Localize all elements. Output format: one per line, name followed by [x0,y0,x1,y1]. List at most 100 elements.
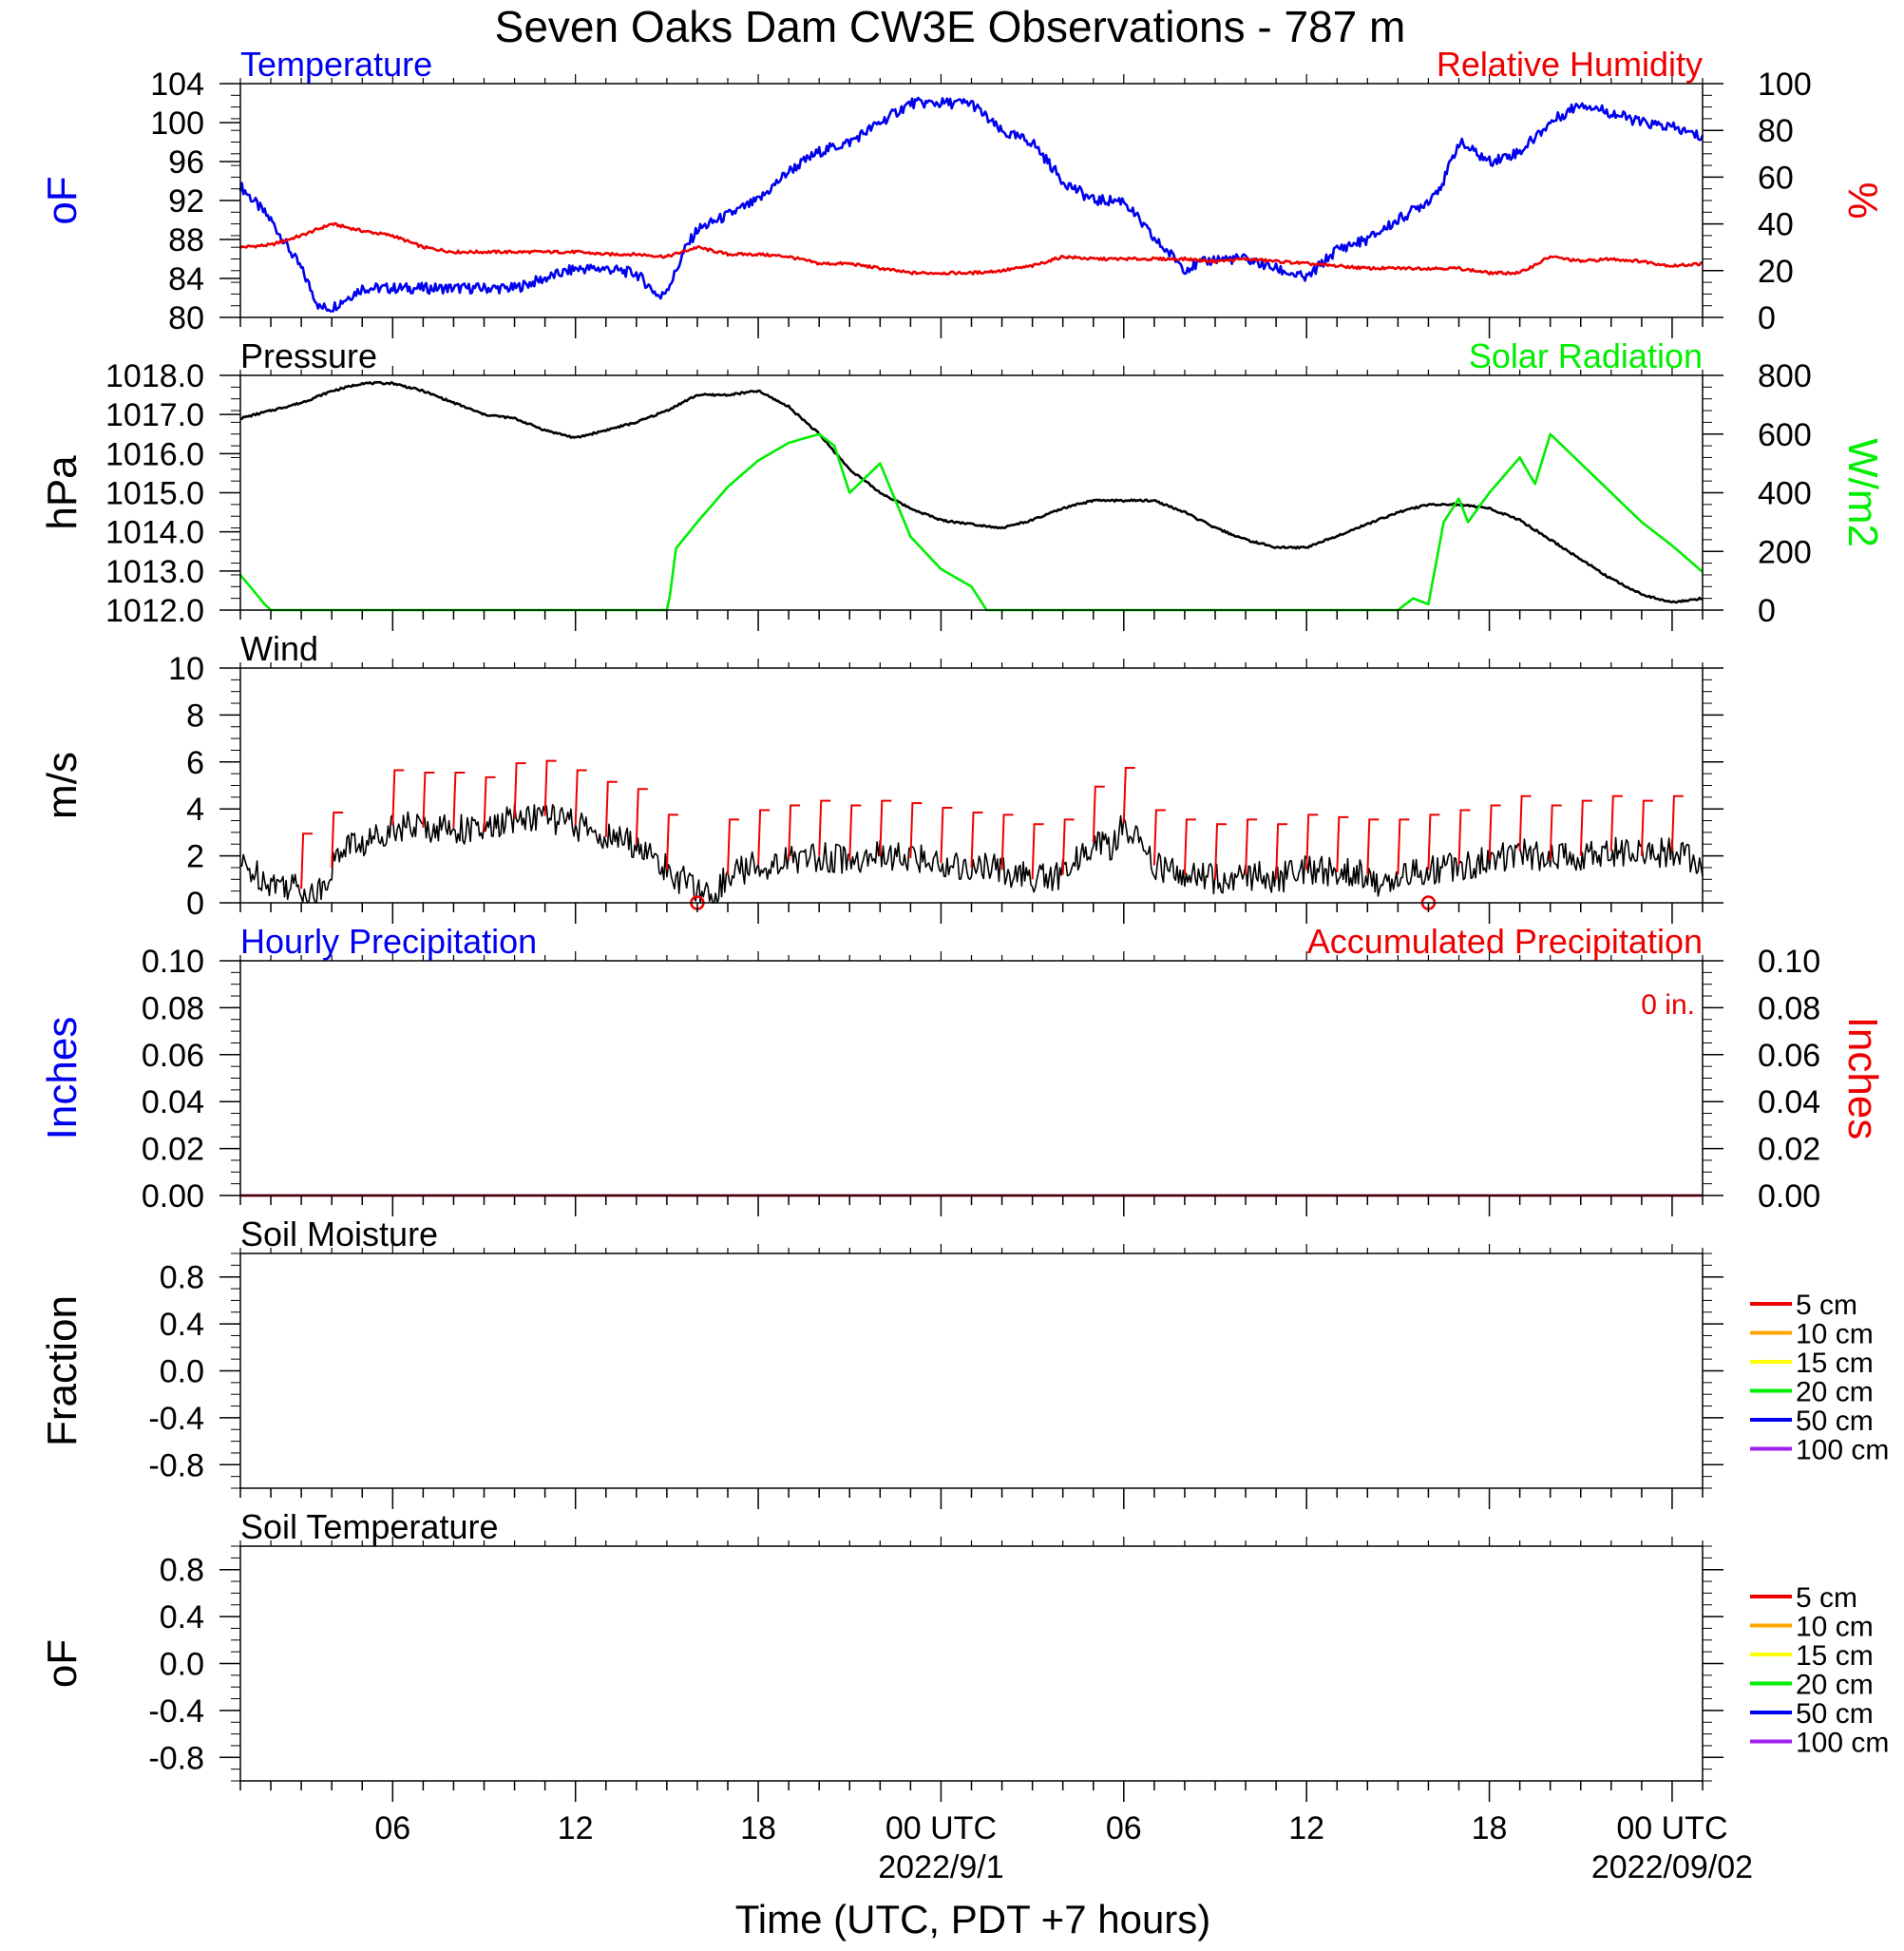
y-axis-label-left: oF [39,176,86,224]
wind-barb [909,802,923,859]
panel-title-left: Temperature [240,45,432,84]
wind-barb [1152,809,1166,866]
wind-barb [1336,815,1349,872]
panel-title-left: Pressure [240,336,377,375]
wind-barb [665,813,678,870]
wind-barb [1183,818,1196,875]
wind-barb [1670,794,1684,851]
wind-barb [1427,813,1440,870]
y-tick-label: 0.0 [160,1647,204,1683]
wind-barb [1518,794,1532,851]
x-tick-date-label: 2022/9/1 [878,1849,1003,1885]
y-tick-label: 0.10 [142,944,204,980]
panel-title-left: Soil Temperature [240,1507,498,1546]
legend-label: 5 cm [1796,1582,1857,1614]
wind-barb [483,775,496,832]
y-tick-label: 0.8 [160,1260,204,1296]
wind-barb [604,780,618,837]
wind-barb [1000,813,1014,870]
wind-barb [1275,823,1288,880]
y-tick-label: -0.8 [148,1447,204,1483]
wind-barb [391,769,405,826]
wind-barb [1031,823,1044,880]
y-tick-label: 0.06 [142,1038,204,1074]
legend-label: 100 cm [1796,1435,1889,1466]
wind-barb [331,812,344,869]
legend-label: 50 cm [1796,1698,1874,1730]
wind-barb [513,762,526,819]
y-tick-label-right: 100 [1758,67,1812,103]
wind-barb [1122,767,1135,824]
y-tick-label-right: 400 [1758,476,1812,512]
panel-title-right: Relative Humidity [1437,45,1703,84]
wind-barb [1579,799,1592,856]
wind-barb [757,809,771,866]
legend-label: 20 cm [1796,1377,1874,1408]
panel-title-left: Soil Moisture [240,1215,438,1253]
x-tick-label: 18 [1472,1810,1508,1846]
y-axis-label-left: oF [39,1639,86,1688]
y-tick-label: 0.4 [160,1307,204,1343]
y-tick-label-right: 80 [1758,113,1794,149]
wind-barb [970,812,983,869]
x-tick-label: 18 [740,1810,776,1846]
legend-label: 50 cm [1796,1406,1874,1437]
y-tick-label: 1016.0 [105,436,204,472]
wind-barb [574,769,587,826]
y-tick-label-right: 0.04 [1758,1084,1820,1120]
wind-barb [1457,809,1471,866]
panel-precipitation: 0.00 0.02 0.04 0.06 0.08 0.10 0.00 0.02 0.04 0.06… [39,922,1886,1216]
panel-title-right: Accumulated Precipitation [1307,922,1703,961]
series-temperature-humidity-1 [239,221,1704,276]
x-tick-label: 12 [558,1810,594,1846]
accumulated-total-label: 0 in. [1641,989,1695,1021]
series-temperature-humidity-0 [238,96,1704,313]
y-tick-label: 1013.0 [105,554,204,590]
y-axis-label-left: Fraction [39,1295,86,1446]
y-axis-label-left: m/s [39,752,86,819]
y-tick-label: 0.8 [160,1553,204,1589]
wind-barb [1214,823,1227,880]
y-tick-label-right: 0.06 [1758,1038,1820,1074]
x-axis-label: Time (UTC, PDT +7 hours) [735,1897,1211,1941]
y-tick-label: 0 [186,886,204,922]
y-tick-label-right: 40 [1758,207,1794,243]
x-tick-label: 12 [1288,1810,1324,1846]
y-tick-label: 1018.0 [105,358,204,394]
panel-frame [239,960,1704,1196]
y-tick-label: 0.04 [142,1084,204,1120]
y-tick-label: 84 [168,261,204,297]
y-tick-label-right: 20 [1758,254,1794,290]
y-tick-label: 10 [168,651,204,687]
wind-barb [940,807,953,864]
y-axis-label-right: W/m2 [1839,438,1886,547]
y-tick-label: 88 [168,222,204,258]
y-tick-label-right: 0.10 [1758,944,1820,980]
y-tick-label-right: 800 [1758,358,1812,394]
wind-barb [818,799,831,856]
legend-label: 5 cm [1796,1290,1857,1321]
wind-barb [848,804,862,861]
panel-title-left: Hourly Precipitation [240,922,537,961]
y-tick-label-right: 0.00 [1758,1178,1820,1215]
panel-frame [239,83,1704,318]
wind-barb [1245,818,1258,875]
y-tick-label: -0.4 [148,1401,204,1437]
wind-barb [1609,794,1623,851]
legend-label: 10 cm [1796,1612,1874,1643]
wind-barb [422,772,435,829]
wind-barb [452,772,466,829]
x-tick-label: 00 UTC [885,1810,997,1846]
panel-frame [239,374,1704,611]
y-tick-label: 1017.0 [105,397,204,433]
wind-barb [1549,804,1562,861]
legend-label: 100 cm [1796,1728,1889,1759]
panel-title-right: Solar Radiation [1469,336,1703,375]
y-tick-label: 80 [168,300,204,336]
wind-barb [543,759,557,816]
wind-barb [635,788,648,845]
